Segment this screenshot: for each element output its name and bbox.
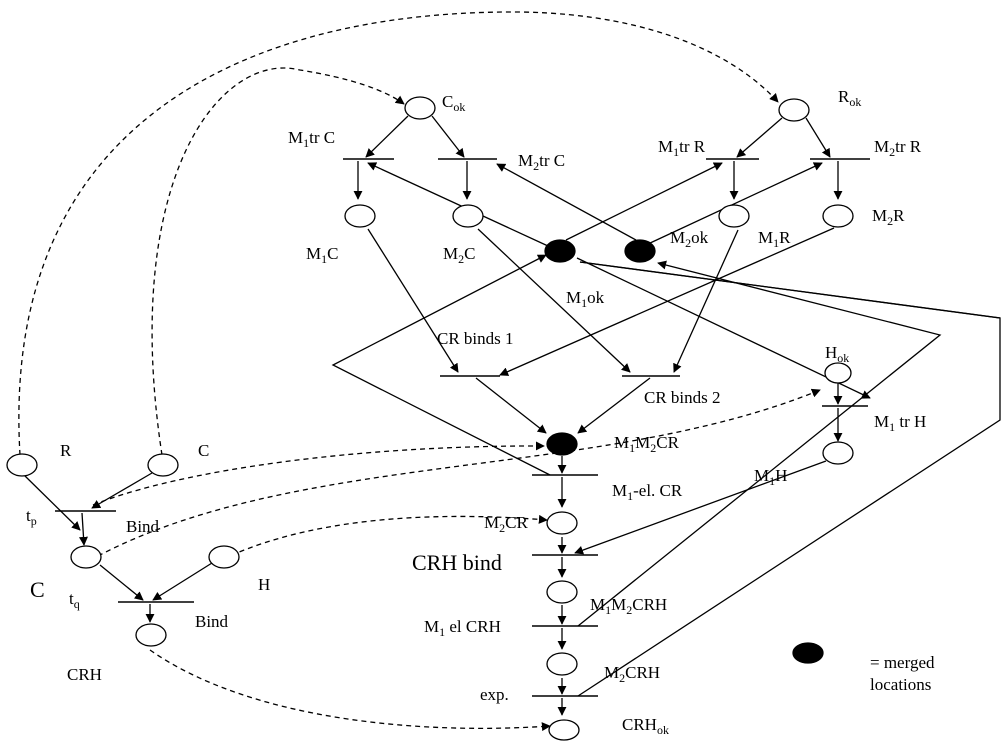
place-m1m2cr-merged [546,432,578,456]
label-t-p: tp [26,506,37,528]
label-exp: exp. [480,685,509,704]
dash-c-to-cok [151,67,405,456]
place-m2crh [546,652,578,676]
place-m1ok-merged [544,239,576,263]
legend-merged-swatch [792,642,824,664]
place-h [208,545,240,569]
solid-arcs [23,115,1001,716]
label-m1m2cr: M1M2CR [614,433,680,455]
place-m1h [822,441,854,465]
labels: Cok Rok M1tr C M2tr C M1tr R M2tr R M1C … [26,87,926,737]
label-m1r: M1R [758,228,791,250]
label-c-big: C [30,577,45,602]
label-crh-ok: CRHok [622,715,669,737]
place-crh [135,623,167,647]
dash-out-to-hok [97,388,821,557]
dash-crh-to-crhok [149,649,551,732]
label-r: R [60,441,72,460]
label-cr-binds-1: CR binds 1 [437,329,514,348]
place-r [6,453,38,477]
label-r-ok: Rok [838,87,861,109]
legend-line-2: locations [870,675,931,694]
label-crh: CRH [67,665,102,684]
label-c-top: C [198,441,209,460]
label-m2-tr-r: M2tr R [874,137,922,159]
place-c [147,453,179,477]
place-h-ok [824,362,852,384]
label-m1-tr-c: M1tr C [288,128,335,150]
place-m1c [344,204,376,228]
place-r-ok [778,98,810,122]
transitions [55,158,870,697]
label-m1-tr-r: M1tr R [658,137,706,159]
dash-tp-to-m1m2cr [92,441,545,506]
label-m1h: M1H [754,466,787,488]
legend: = merged locations [792,642,935,694]
label-bind-1: Bind [126,517,160,536]
label-c-ok: Cok [442,92,465,114]
label-m2c: M2C [443,244,475,266]
dash-r-to-rok [18,11,779,456]
place-c-ok [404,96,436,120]
place-m1m2crh [546,580,578,604]
label-m2crh: M2CRH [604,663,660,685]
label-m1-el-crh: M1 el CRH [424,617,501,639]
label-m1ok: M1ok [566,288,605,310]
label-m1c: M1C [306,244,338,266]
label-h: H [258,575,270,594]
label-cr-binds-2: CR binds 2 [644,388,721,407]
label-t-q: tq [69,589,80,611]
legend-line-1: = merged [870,653,935,672]
label-crh-bind: CRH bind [412,550,502,575]
place-c-mid [70,545,102,569]
label-m1m2crh: M1M2CRH [590,595,667,617]
place-m2ok-merged [624,239,656,263]
label-m1-el-cr: M1-el. CR [612,481,683,503]
place-crh-ok [548,719,580,741]
place-m2cr [546,511,578,535]
place-m2c [452,204,484,228]
place-m2r [822,204,854,228]
label-m2r: M2R [872,206,905,228]
label-m1-tr-h: M1 tr H [874,412,926,434]
label-m2-tr-c: M2tr C [518,151,565,173]
dash-h-to-m2cr [214,514,548,564]
places [6,96,854,741]
label-m2cr: M2CR [484,513,528,535]
label-h-ok: Hok [825,343,849,365]
label-m2ok: M2ok [670,228,709,250]
dashed-links [18,11,821,732]
place-m1r [718,204,750,228]
label-bind-2: Bind [195,612,229,631]
